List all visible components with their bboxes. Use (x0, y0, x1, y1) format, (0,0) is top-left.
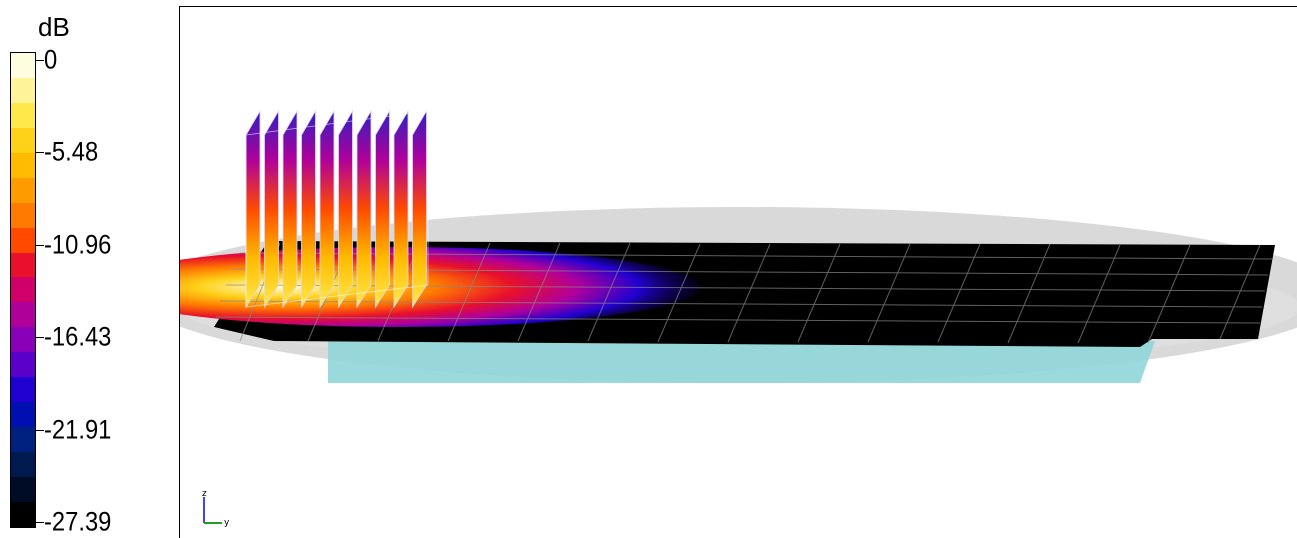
colorbar-band (11, 427, 35, 452)
axis-y-label: y (224, 518, 230, 528)
colorbar-legend: dB 0 -5.48 -10.96 -16.43 -21.91 -27.39 (0, 0, 178, 538)
colorbar-band (11, 53, 35, 78)
colorbar-band (11, 252, 35, 278)
colorbar-tick-label: -5.48 (44, 136, 99, 167)
colorbar-tick-label: -27.39 (44, 506, 112, 537)
colorbar-band (11, 202, 35, 228)
support-block (328, 341, 1155, 383)
colorbar-tick-label: 0 (44, 44, 58, 75)
radiation-scene (180, 109, 1297, 383)
colorbar-tick-mark (36, 60, 44, 61)
colorbar-band (11, 227, 35, 253)
colorbar-band (11, 377, 35, 403)
colorbar-band (11, 77, 35, 103)
colorbar-tick-mark (36, 429, 44, 431)
antenna-fin (356, 109, 372, 309)
colorbar-unit-label: dB (38, 12, 70, 42)
axis-triad: z y (202, 489, 230, 528)
antenna-fin (301, 109, 316, 309)
colorbar-band (11, 327, 35, 353)
colorbar-band (11, 302, 35, 328)
colorbar-band (11, 277, 35, 303)
colorbar (10, 52, 36, 528)
colorbar-tick-label: -21.91 (44, 414, 112, 445)
antenna-fins (245, 109, 429, 309)
3d-viewport[interactable]: z y (179, 6, 1297, 538)
axis-z-label: z (202, 489, 207, 499)
colorbar-tick-label: -16.43 (44, 321, 112, 352)
colorbar-band (11, 402, 35, 428)
colorbar-band (11, 476, 35, 502)
colorbar-band (11, 152, 35, 178)
colorbar-band (11, 127, 35, 153)
colorbar-band (11, 452, 35, 477)
colorbar-band (11, 501, 35, 527)
antenna-fin (245, 109, 261, 309)
antenna-fin (319, 109, 335, 309)
antenna-fin (393, 109, 409, 309)
colorbar-tick-mark (36, 244, 44, 246)
antenna-fin (412, 109, 427, 309)
antenna-fin (338, 109, 353, 309)
antenna-fin (375, 109, 390, 309)
colorbar-band (11, 352, 35, 378)
antenna-fin (282, 109, 298, 309)
fin-outline (245, 110, 429, 308)
colorbar-tick-mark (36, 522, 44, 523)
colorbar-tick-label: -10.96 (44, 229, 112, 260)
antenna-fin (264, 109, 279, 309)
colorbar-tick-mark (36, 152, 44, 154)
colorbar-tick-mark (36, 337, 44, 339)
colorbar-band (11, 102, 35, 128)
colorbar-band (11, 177, 35, 203)
